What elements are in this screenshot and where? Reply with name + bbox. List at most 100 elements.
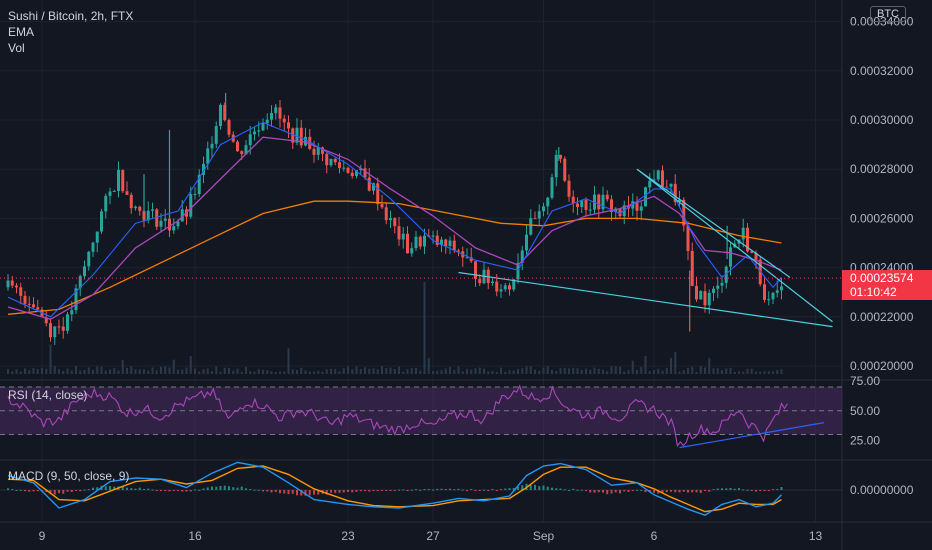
volume-legend[interactable]: Vol: [8, 41, 25, 55]
candle-body: [533, 218, 537, 220]
macd-hist-bar: [172, 490, 175, 491]
macd-hist-bar: [317, 490, 320, 495]
volume-bar: [733, 371, 736, 374]
candle-body: [87, 251, 91, 267]
volume-bar: [223, 367, 226, 374]
candle-body: [648, 180, 652, 188]
macd-legend[interactable]: MACD (9, 50, close, 9): [8, 469, 130, 483]
candle-body: [414, 236, 418, 249]
candle-body: [66, 314, 69, 331]
candle-body: [542, 206, 545, 212]
volume-bar: [376, 369, 379, 374]
macd-hist-bar: [194, 489, 196, 491]
volume-bar: [36, 369, 39, 374]
volume-bar: [716, 368, 719, 374]
candle-body: [100, 211, 103, 232]
macd-tick-label: 0.00000000: [850, 483, 914, 497]
volume-bar: [627, 369, 630, 374]
price-tick-label: 0.00030000: [850, 113, 914, 127]
macd-hist-bar: [334, 490, 337, 493]
volume-bar: [610, 366, 613, 374]
volume-bar: [45, 368, 48, 374]
candle-body: [554, 154, 558, 178]
macd-hist-bar: [572, 488, 575, 490]
volume-bar: [750, 368, 753, 374]
ema-legend[interactable]: EMA: [8, 25, 35, 39]
candle-body: [499, 289, 503, 292]
candle-body: [329, 158, 333, 166]
volume-bar: [631, 360, 634, 374]
macd-hist-bar: [181, 490, 184, 492]
volume-bar: [657, 368, 660, 374]
volume-bar: [687, 367, 689, 374]
volume-bar: [772, 371, 774, 374]
candle-body: [720, 282, 724, 286]
macd-hist-bar: [160, 490, 162, 491]
candle-body: [537, 211, 541, 219]
volume-bar: [517, 369, 519, 374]
candle-body: [27, 303, 31, 305]
volume-bar: [699, 366, 702, 374]
symbol-title[interactable]: Sushi / Bitcoin, 2h, FTX: [8, 9, 134, 23]
candle-body: [767, 299, 771, 301]
volume-bar: [155, 370, 158, 374]
macd-hist-bar: [109, 486, 111, 490]
macd-hist-bar: [228, 486, 230, 490]
candle-body: [146, 210, 150, 221]
volume-bar: [211, 371, 213, 374]
currency-badge[interactable]: BTC: [870, 6, 906, 22]
volume-bar: [746, 369, 749, 374]
volume-bar: [283, 371, 286, 374]
volume-bar: [372, 368, 375, 374]
macd-hist-bar: [130, 488, 133, 490]
macd-hist-bar: [517, 486, 519, 490]
candle-body: [491, 281, 494, 284]
candle-body: [261, 123, 265, 131]
volume-bar: [164, 366, 167, 374]
volume-bar: [7, 369, 9, 374]
volume-bar: [767, 371, 770, 374]
candle-body: [214, 126, 218, 144]
macd-hist-bar: [236, 487, 239, 490]
volume-bar: [32, 368, 35, 374]
macd-hist-bar: [355, 490, 358, 492]
volume-bar: [644, 355, 647, 374]
volume-bar: [729, 367, 732, 374]
macd-hist-bar: [699, 490, 702, 493]
macd-hist-bar: [759, 490, 762, 491]
rsi-legend[interactable]: RSI (14, close): [8, 388, 88, 402]
volume-bar: [83, 370, 86, 374]
macd-hist-bar: [75, 490, 77, 491]
volume-bar: [300, 367, 303, 374]
macd-hist-bar: [449, 488, 451, 490]
macd-hist-bar: [215, 486, 218, 490]
candle-body: [478, 278, 482, 284]
volume-bar: [440, 370, 443, 374]
macd-hist-bar: [402, 489, 405, 491]
macd-hist-bar: [504, 488, 507, 490]
candle-body: [716, 285, 720, 289]
macd-hist-bar: [351, 490, 354, 493]
volume-bar: [338, 371, 341, 374]
volume-bar: [763, 371, 766, 374]
volume-bar: [58, 369, 60, 374]
macd-hist-bar: [712, 489, 715, 491]
volume-bar: [368, 368, 371, 374]
volume-bar: [453, 369, 456, 374]
candle-body: [202, 163, 205, 175]
macd-hist-bar: [665, 490, 668, 493]
candle-body: [265, 119, 269, 124]
macd-hist-bar: [338, 490, 341, 493]
macd-hist-bar: [24, 490, 26, 492]
macd-hist-bar: [461, 489, 464, 491]
candle-body: [125, 191, 129, 195]
macd-hist-bar: [440, 488, 443, 490]
volume-bar: [597, 368, 600, 374]
candle-body: [333, 158, 337, 163]
candle-body: [151, 209, 154, 211]
candle-body: [635, 201, 639, 211]
candle-body: [338, 162, 341, 168]
macd-hist-bar: [780, 487, 783, 490]
candle-body: [695, 285, 698, 300]
